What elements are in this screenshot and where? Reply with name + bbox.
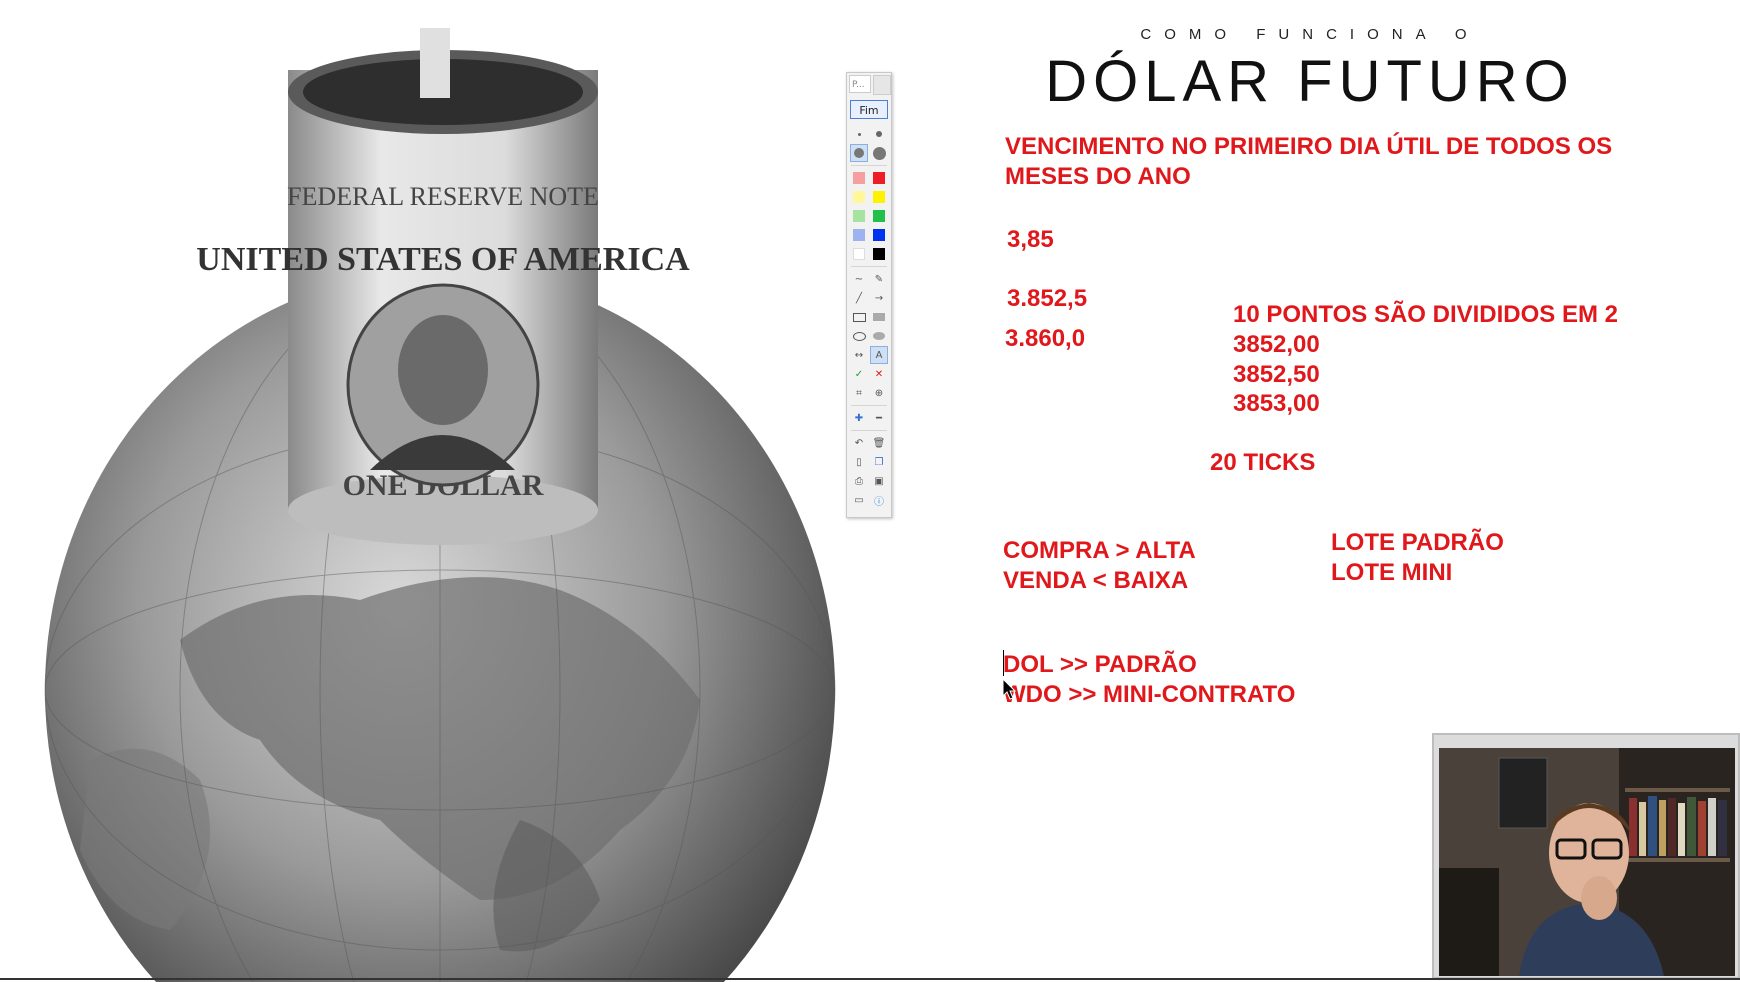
color-white-swatch[interactable] xyxy=(850,245,868,263)
drawing-toolbar: P... Fim ∼ ✎ ╱ → ↔ A ✓ ✕ ⌗ ⊕ ✚ ━ ↶ 🗑 ▯ ❐… xyxy=(846,72,892,518)
cross-icon[interactable]: ✕ xyxy=(874,368,884,380)
annotation-lote-mini: LOTE MINI xyxy=(1331,559,1453,586)
text-tool-icon[interactable]: A xyxy=(870,346,888,364)
color-light-green-swatch[interactable] xyxy=(850,207,868,225)
globe-dollar-photo: UNITED STATES OF AMERICA FEDERAL RESERVE… xyxy=(0,0,868,982)
save-icon[interactable]: ▣ xyxy=(874,475,884,487)
pen-size-large-icon[interactable] xyxy=(850,144,868,162)
annotation-lote-padrao: LOTE PADRÃO xyxy=(1331,529,1504,556)
toolbar-input-secondary[interactable] xyxy=(873,75,891,95)
annotation-pontos-title: 10 PONTOS SÃO DIVIDIDOS EM 2 xyxy=(1233,301,1618,328)
color-light-blue-swatch[interactable] xyxy=(850,226,868,244)
color-yellow-swatch[interactable] xyxy=(870,188,888,206)
annotation-wdo: WDO >> MINI-CONTRATO xyxy=(1003,681,1296,708)
ellipse-icon[interactable] xyxy=(850,327,868,345)
bottom-divider xyxy=(0,978,1740,980)
arrow-icon[interactable]: → xyxy=(874,292,884,304)
annotation-price-1: 3,85 xyxy=(1007,226,1054,253)
pen-size-xlarge-icon[interactable] xyxy=(870,144,888,162)
freehand-icon[interactable]: ∼ xyxy=(854,273,864,285)
copy-icon[interactable]: ❐ xyxy=(874,456,884,468)
svg-text:UNITED STATES OF AMERICA: UNITED STATES OF AMERICA xyxy=(196,241,690,278)
annotation-compra: COMPRA > ALTA xyxy=(1003,537,1196,564)
check-icon[interactable]: ✓ xyxy=(854,368,864,380)
toolbar-input[interactable]: P... xyxy=(849,75,871,93)
color-green-swatch[interactable] xyxy=(870,207,888,225)
annotation-vencimento-line1: VENCIMENTO NO PRIMEIRO DIA ÚTIL DE TODOS… xyxy=(1005,133,1613,160)
trash-icon[interactable]: 🗑 xyxy=(872,437,886,449)
line-icon[interactable]: ╱ xyxy=(855,292,863,304)
plus-icon[interactable]: ✚ xyxy=(854,412,864,424)
new-page-icon[interactable]: ▯ xyxy=(856,456,862,468)
color-black-swatch[interactable] xyxy=(870,245,888,263)
mouse-cursor-icon xyxy=(1002,678,1016,700)
color-red-swatch[interactable] xyxy=(870,169,888,187)
annotation-pontos-value-1: 3852,00 xyxy=(1233,331,1320,358)
color-light-red-swatch[interactable] xyxy=(850,169,868,187)
color-blue-swatch[interactable] xyxy=(870,226,888,244)
fim-button[interactable]: Fim xyxy=(850,100,888,119)
annotation-ticks: 20 TICKS xyxy=(1210,449,1316,476)
annotation-venda: VENDA < BAIXA xyxy=(1003,567,1189,594)
annotation-pontos-value-2: 3852,50 xyxy=(1233,361,1320,388)
annotation-vencimento-line2: MESES DO ANO xyxy=(1005,163,1191,190)
annotation-price-3: 3.860,0 xyxy=(1005,325,1086,352)
info-icon[interactable]: ⓘ xyxy=(874,496,884,508)
crop-icon[interactable]: ⌗ xyxy=(856,387,862,399)
screenshot-icon[interactable]: ▭ xyxy=(854,494,864,506)
webcam-overlay xyxy=(1432,733,1740,979)
pen-size-small-icon[interactable] xyxy=(850,125,868,143)
highlighter-icon[interactable]: ✎ xyxy=(874,273,884,285)
color-light-yellow-swatch[interactable] xyxy=(850,188,868,206)
annotation-price-2: 3.852,5 xyxy=(1007,285,1088,312)
rectangle-icon[interactable] xyxy=(850,308,868,326)
undo-icon[interactable]: ↶ xyxy=(854,437,864,449)
print-icon[interactable]: ⎙ xyxy=(855,475,863,487)
minus-icon[interactable]: ━ xyxy=(875,412,883,424)
zoom-icon[interactable]: ⊕ xyxy=(874,387,884,399)
text-caret xyxy=(1003,650,1004,676)
filled-rectangle-icon[interactable] xyxy=(870,308,888,326)
annotation-dol: DOL >> PADRÃO xyxy=(1003,651,1197,678)
slide-subtitle: COMO FUNCIONA O xyxy=(1140,26,1480,43)
filled-ellipse-icon[interactable] xyxy=(870,327,888,345)
double-arrow-icon[interactable]: ↔ xyxy=(854,349,864,361)
slide-title: DÓLAR FUTURO xyxy=(1045,49,1575,114)
pen-size-medium-icon[interactable] xyxy=(870,125,888,143)
annotation-pontos-value-3: 3853,00 xyxy=(1233,390,1320,417)
svg-text:FEDERAL RESERVE NOTE: FEDERAL RESERVE NOTE xyxy=(287,182,599,211)
